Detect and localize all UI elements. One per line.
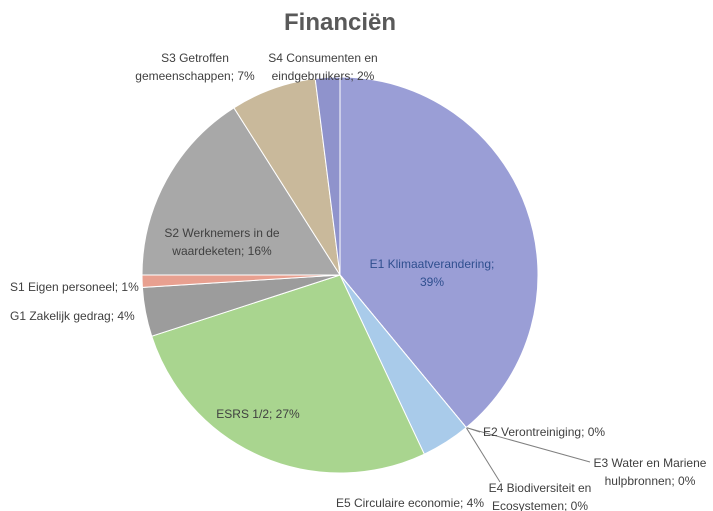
slice-label: G1 Zakelijk gedrag; 4% [10, 309, 135, 323]
slice-label: S1 Eigen personeel; 1% [10, 280, 139, 294]
slice-label: S3 Getroffen [161, 51, 229, 65]
slice-label: hulpbronnen; 0% [605, 474, 696, 488]
leader-line [465, 427, 501, 483]
slice-label: E1 Klimaatverandering; [370, 257, 495, 271]
slice-label: E2 Verontreiniging; 0% [483, 425, 605, 439]
pie-slice [141, 107, 341, 276]
pie-slice [151, 274, 425, 474]
pie-slice [339, 76, 539, 429]
slice-label: waardeketen; 16% [171, 244, 272, 258]
slice-label: ESRS 1/2; 27% [216, 407, 300, 421]
slice-label: 39% [420, 275, 444, 289]
slice-label: Ecosystemen; 0% [492, 499, 588, 511]
slice-label: S4 Consumenten en [268, 51, 377, 65]
slice-label: S2 Werknemers in de [164, 226, 279, 240]
slice-label: E3 Water en Mariene [594, 456, 707, 470]
chart-title: Financiën [284, 9, 396, 36]
slice-label: eindgebruikers; 2% [272, 69, 375, 83]
pie-slice [314, 76, 341, 276]
slice-label: E4 Biodiversiteit en [489, 481, 592, 495]
slice-label: E5 Circulaire economie; 4% [336, 496, 484, 510]
leader-line [466, 427, 591, 463]
slice-label: gemeenschappen; 7% [135, 69, 255, 83]
